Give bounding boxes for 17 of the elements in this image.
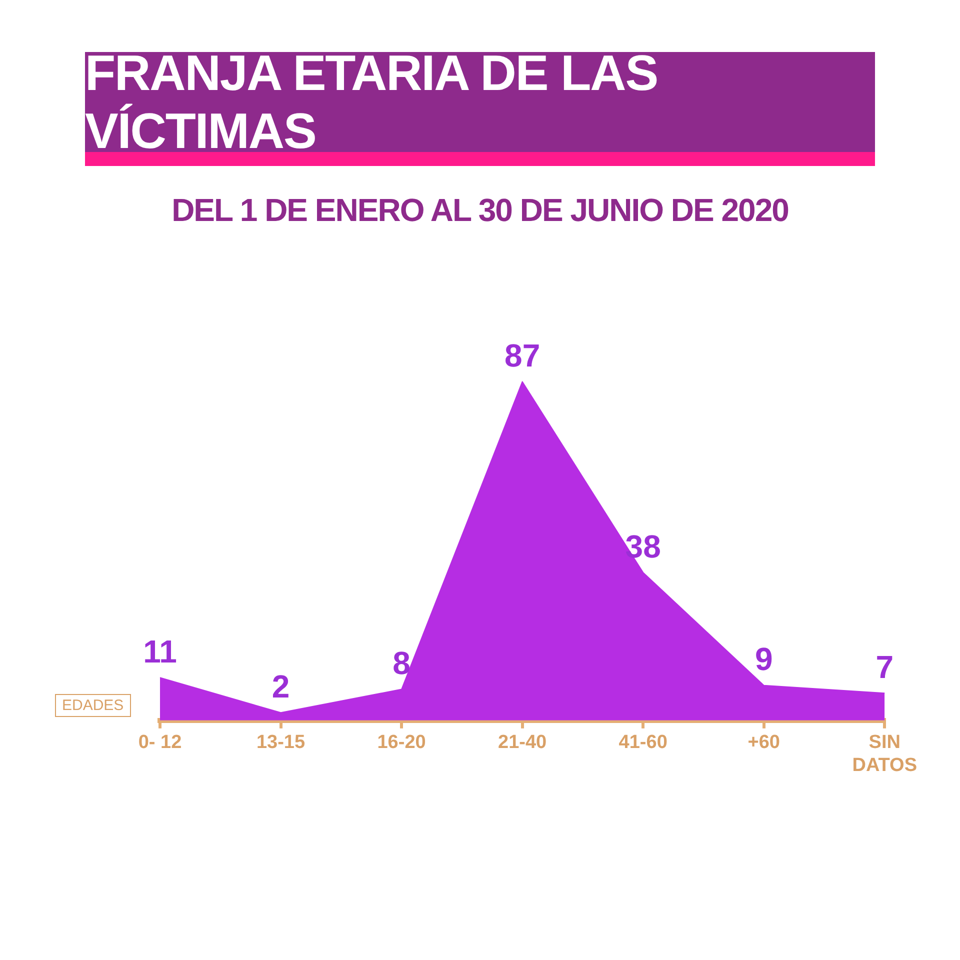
- x-tick-label: 16-20: [377, 732, 426, 754]
- data-label: 11: [143, 633, 177, 670]
- x-axis-title: EDADES: [55, 694, 131, 717]
- chart-title: FRANJA ETARIA DE LAS VÍCTIMAS: [85, 45, 659, 161]
- chart-subtitle: DEL 1 DE ENERO AL 30 DE JUNIO DE 2020: [170, 192, 790, 229]
- x-tick-label: 21-40: [498, 732, 547, 754]
- data-label: 7: [876, 648, 894, 685]
- data-label: 2: [272, 668, 290, 704]
- x-tick-label: 0- 12: [138, 732, 182, 754]
- data-label: 38: [625, 528, 661, 564]
- x-tick-label: SIN DATOS: [852, 732, 917, 776]
- data-label: 87: [504, 338, 540, 374]
- x-tick-label: 41-60: [618, 732, 668, 754]
- data-label: 9: [754, 641, 773, 678]
- x-tick-label: +60: [748, 732, 780, 754]
- data-label: 8: [392, 645, 410, 682]
- x-tick-label: 13-15: [256, 732, 306, 754]
